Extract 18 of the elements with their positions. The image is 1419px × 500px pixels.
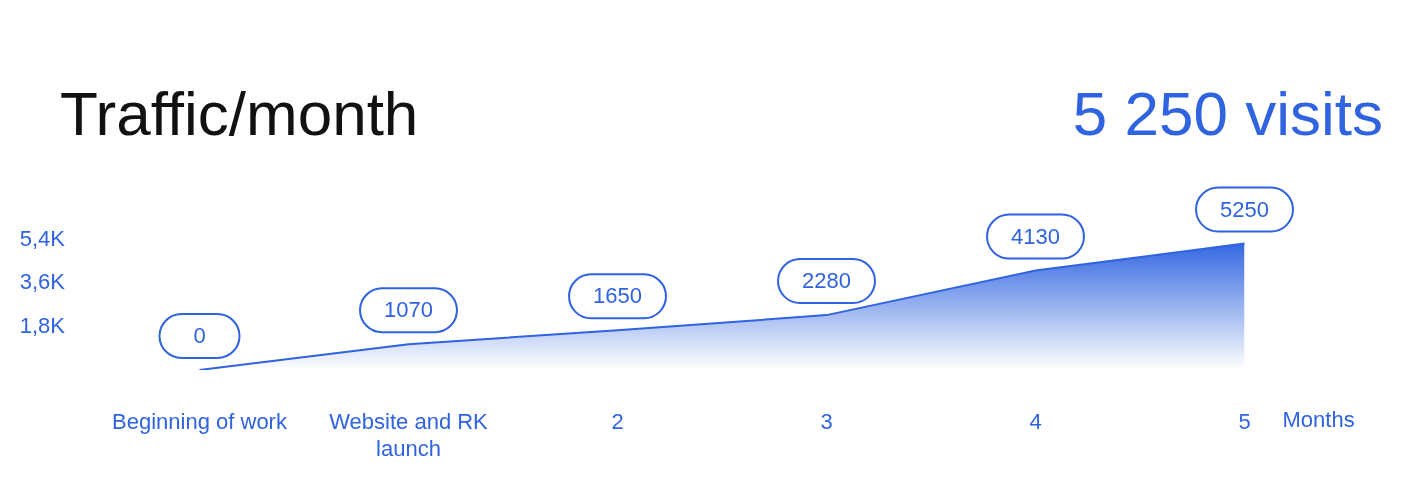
text: 5 250 visits: [1072, 78, 1383, 149]
x-tick-label: 2: [611, 409, 624, 435]
chart-title: Traffic/month: [60, 78, 419, 149]
x-tick-label: 4: [1029, 409, 1042, 435]
data-label: 5250: [1220, 196, 1269, 222]
data-label: 1070: [384, 297, 433, 323]
data-label: 2280: [802, 268, 851, 294]
y-tick-label: 3,6K: [19, 269, 66, 295]
y-tick-label: 1,8K: [19, 312, 66, 338]
data-label: 1650: [593, 283, 642, 309]
y-tick-label: 5,4K: [19, 226, 66, 252]
x-tick-label: 3: [820, 409, 833, 435]
x-axis-title: Months: [1282, 407, 1355, 433]
data-label: 0: [193, 323, 206, 349]
data-label: 4130: [1011, 223, 1060, 249]
x-tick-label: 5: [1238, 409, 1251, 435]
x-tick-label: Website and RK launch: [329, 409, 489, 461]
x-tick-label: Beginning of work: [112, 409, 288, 435]
